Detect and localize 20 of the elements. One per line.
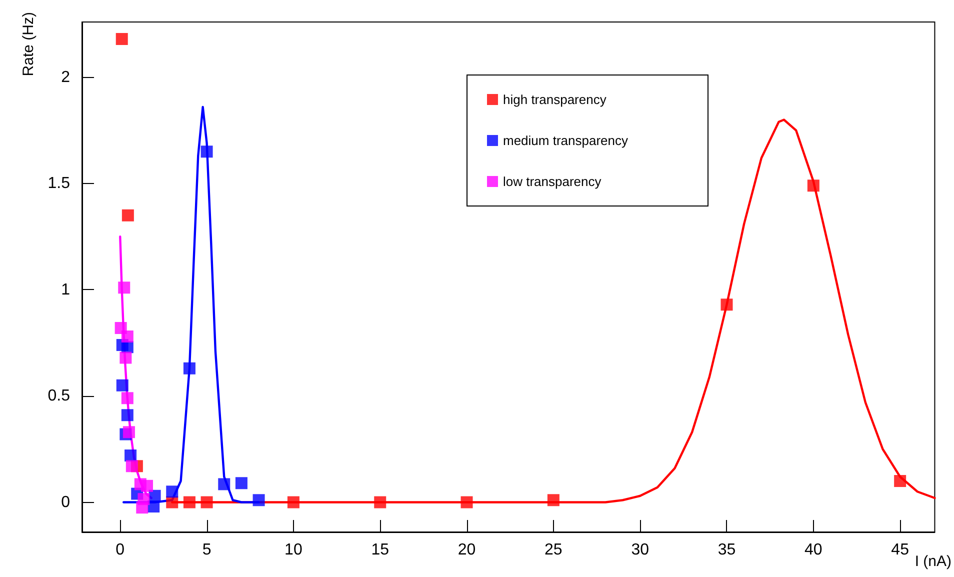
legend-label: high transparency bbox=[503, 92, 607, 107]
y-axis-title: Rate (Hz) bbox=[20, 12, 37, 76]
x-tick-label: 0 bbox=[116, 542, 125, 558]
x-tick-label: 45 bbox=[891, 542, 910, 558]
x-tick-label: 10 bbox=[284, 542, 302, 558]
y-tick-label: 0 bbox=[61, 494, 70, 511]
y-tick-label: 2 bbox=[61, 68, 70, 86]
y-tick-label: 1 bbox=[61, 281, 70, 298]
x-axis-title: I (nA) bbox=[914, 553, 952, 570]
x-tick-label: 30 bbox=[631, 542, 650, 558]
y-tick-label: 1.5 bbox=[48, 175, 70, 192]
legend-label: medium transparency bbox=[503, 133, 628, 148]
x-tick-label: 5 bbox=[202, 542, 212, 558]
y-tick-label: 0.5 bbox=[48, 388, 70, 404]
x-tick-label: 15 bbox=[371, 542, 390, 558]
x-tick-label: 25 bbox=[544, 542, 562, 558]
legend-label: low transparency bbox=[503, 174, 602, 189]
x-tick-label: 40 bbox=[804, 542, 822, 558]
x-tick-label: 20 bbox=[458, 542, 476, 558]
x-tick-label: 35 bbox=[718, 542, 736, 558]
